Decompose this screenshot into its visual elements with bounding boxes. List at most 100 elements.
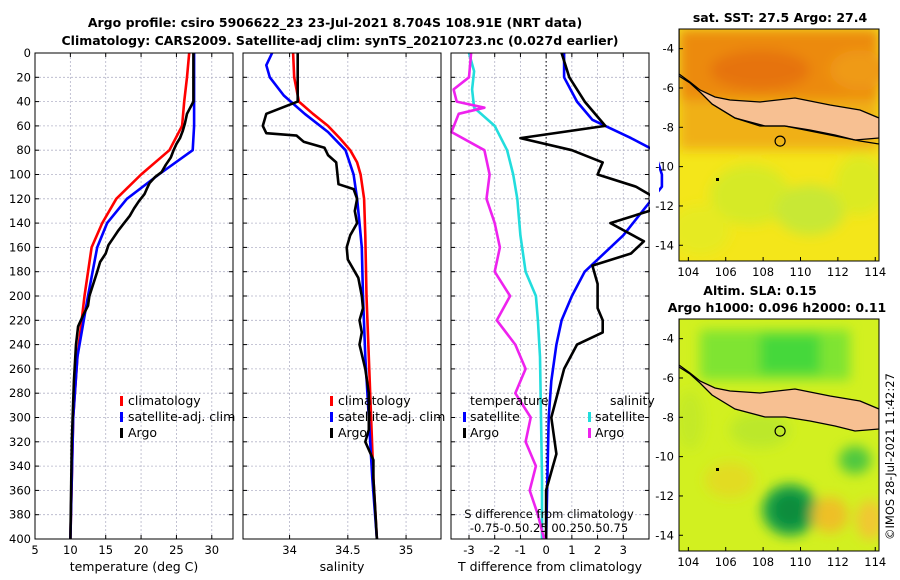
x-tick-label: -3	[463, 543, 474, 557]
x-axis-label: salinity	[320, 559, 365, 574]
panel-frame	[242, 52, 442, 540]
map-x-tick-label: 112	[827, 555, 849, 569]
diff-legend-t-satellite-label: satellite	[470, 409, 520, 424]
map-x-tick-label: 114	[864, 265, 886, 279]
sst-argo-marker	[774, 135, 786, 147]
difference-panel: -3 -2 -1 0 1 2 3 T difference from climatology	[450, 51, 664, 574]
sst-map-axes: 104 106 108 110 112 114 -4 -6 -8 -10 -12 -14	[655, 42, 886, 279]
map-y-tick-label: -4	[663, 42, 674, 56]
panel-clip-mask	[234, 51, 243, 541]
figure-title-line1: Argo profile: csiro 5906622_23 23-Jul-20…	[88, 15, 582, 31]
sst-map-frame	[678, 28, 880, 262]
panel-clip-mask	[650, 51, 659, 541]
sal-legend-climatology-swatch	[330, 396, 333, 406]
sal-legend-argo-swatch	[330, 428, 333, 438]
x-tick-label: 20	[134, 543, 149, 557]
depth-tick-label: 360	[9, 483, 31, 497]
x-tick-label: 10	[63, 543, 78, 557]
map-y-tick-label: -8	[663, 410, 674, 424]
depth-tick-label: 400	[9, 532, 31, 546]
map-x-tick-label: 104	[677, 555, 699, 569]
depth-tick-label: 380	[9, 508, 31, 522]
map-x-tick-label: 114	[864, 555, 886, 569]
s-difference-axis: S difference from climatology -0.75-0.50…	[464, 507, 634, 535]
map-y-tick-label: -6	[663, 371, 674, 385]
x-tick-label: 25	[169, 543, 184, 557]
panel-frame	[450, 52, 650, 540]
depth-tick-label: 20	[16, 70, 31, 84]
x-tick-label: 34	[282, 543, 297, 557]
series-climatology	[291, 52, 379, 540]
map-y-tick-label: -14	[655, 528, 674, 542]
depth-tick-label: 340	[9, 459, 31, 473]
diff-legend-s-argo-label: Argo	[595, 425, 624, 440]
map-x-tick-label: 106	[715, 555, 737, 569]
legend-climatology-label: climatology	[128, 393, 201, 408]
depth-tick-label: 80	[16, 143, 31, 157]
map-y-tick-label: -8	[663, 120, 674, 134]
sst-coastline-south	[711, 103, 879, 145]
diff-legend-temperature-header: temperature	[470, 393, 549, 408]
x-tick-label: 1	[568, 543, 575, 557]
depth-tick-label: 0	[24, 46, 31, 60]
depth-tick-label: 160	[9, 240, 31, 254]
depth-tick-label: 260	[9, 362, 31, 376]
map-y-tick-label: -10	[655, 160, 674, 174]
depth-tick-label: 120	[9, 192, 31, 206]
sla-map-axes: 104 106 108 110 112 114 -4 -6 -8 -10 -12 -14	[655, 332, 886, 569]
legend-argo-swatch	[120, 428, 123, 438]
depth-tick-label: 220	[9, 313, 31, 327]
depth-tick-label: 100	[9, 168, 31, 182]
diff-legend-s-argo-swatch	[588, 428, 591, 438]
x-tick-label: 2	[594, 543, 601, 557]
depth-tick-label: 140	[9, 216, 31, 230]
map-x-tick-label: 104	[677, 265, 699, 279]
depth-tick-label: 180	[9, 265, 31, 279]
map-y-tick-label: -12	[655, 489, 674, 503]
x-tick-label: 15	[98, 543, 113, 557]
map-x-tick-label: 110	[790, 265, 812, 279]
sal-legend-argo-label: Argo	[338, 425, 367, 440]
sla-sumatra-land	[679, 319, 879, 432]
series-argo	[69, 53, 195, 540]
sla-map	[679, 319, 879, 551]
salinity-legend: climatology satellite-adj. clim Argo	[330, 393, 445, 440]
map-x-tick-label: 112	[827, 265, 849, 279]
diff-legend-salinity-header: salinity	[610, 393, 655, 408]
depth-tick-label: 240	[9, 338, 31, 352]
series-satellite-temperature-	[544, 53, 664, 540]
sal-legend-satellite-swatch	[330, 412, 333, 422]
sal-legend-satellite-label: satellite-adj. clim	[338, 409, 445, 424]
legend-satellite-swatch	[120, 412, 123, 422]
map-y-tick-label: -14	[655, 238, 674, 252]
x-tick-label: -2	[489, 543, 500, 557]
x-tick-label: -1	[515, 543, 526, 557]
x-tick-label: 34.5	[335, 543, 361, 557]
sst-sumatra-land	[679, 29, 879, 141]
series-argo	[261, 53, 379, 540]
panel-clip-mask	[442, 51, 451, 541]
depth-tick-label: 60	[16, 119, 31, 133]
map-x-tick-label: 108	[752, 555, 774, 569]
map-x-tick-label: 110	[790, 555, 812, 569]
x-axis-label: T difference from climatology	[457, 559, 643, 574]
series-satellite-salinity-	[467, 52, 544, 539]
depth-tick-label: 320	[9, 435, 31, 449]
x-tick-label: 5	[31, 543, 38, 557]
x-tick-label: 3	[620, 543, 627, 557]
series-argo-temperature-	[519, 52, 659, 539]
x-tick-label: 30	[204, 543, 219, 557]
s-difference-label: S difference from climatology	[464, 507, 634, 521]
depth-tick-label: 200	[9, 289, 31, 303]
x-tick-label: 35	[399, 543, 414, 557]
depth-axis: 0 20 40 60 80 100 120 140 160 180 200 220 240 260 280 3…	[9, 46, 31, 546]
diff-legend-t-argo-label: Argo	[470, 425, 499, 440]
s-difference-tick-labels: -0.75-0.50.25 00.250.50.75	[470, 521, 628, 535]
figure-title-line2: Climatology: CARS2009. Satellite-adj cli…	[61, 33, 618, 49]
map-y-tick-label: -12	[655, 199, 674, 213]
x-tick-label: 0	[542, 543, 549, 557]
depth-tick-label: 280	[9, 386, 31, 400]
temperature-panel: 5 10 15 20 25 30 temperature (deg C)	[31, 51, 243, 574]
difference-legend: temperature salinity satellite Argo sate…	[463, 393, 655, 440]
